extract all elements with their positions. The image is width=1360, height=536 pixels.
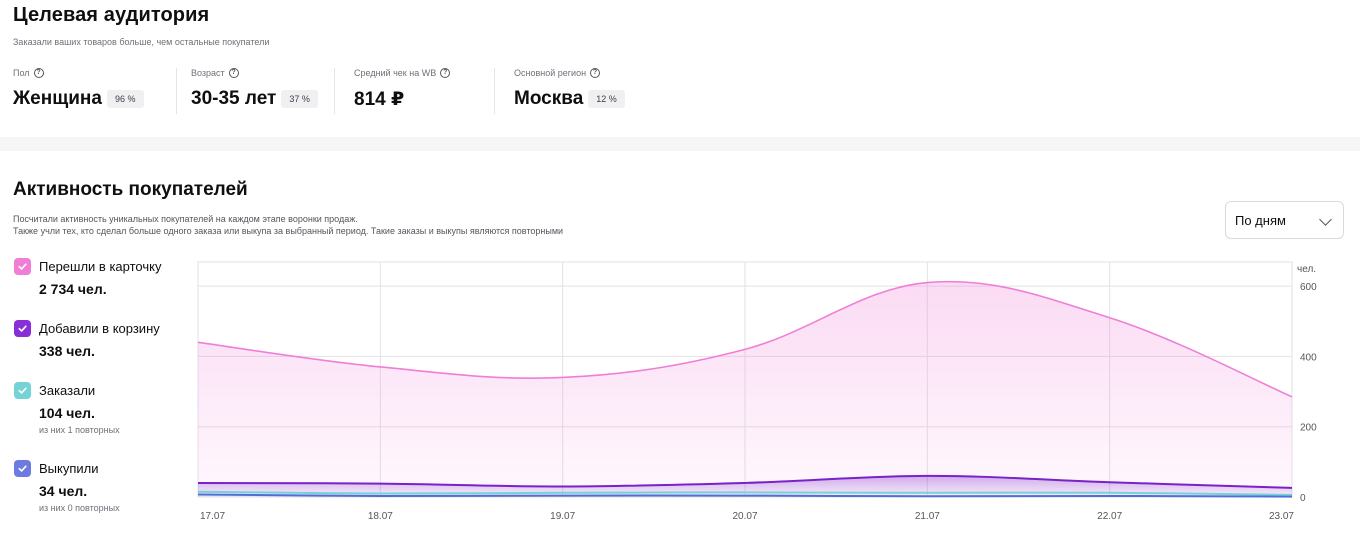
- legend-item[interactable]: Заказали 104 чел. из них 1 повторных: [14, 382, 184, 435]
- series-line: [197, 474, 1293, 489]
- help-icon[interactable]: ?: [440, 68, 451, 78]
- y-tick-label: 400: [1300, 352, 1317, 363]
- legend-value: 34 чел.: [39, 483, 88, 499]
- y-tick-label: 0: [1300, 493, 1306, 504]
- x-tick-label: 20.07: [732, 511, 757, 522]
- audience-section: Целевая аудитория Заказали ваших товаров…: [0, 0, 1360, 137]
- series-area: [198, 281, 1292, 497]
- legend-note: из них 0 повторных: [39, 503, 120, 513]
- stat-badge: 12 %: [588, 90, 625, 108]
- y-unit-label: чел.: [1297, 264, 1316, 275]
- series-line: [197, 280, 1293, 398]
- legend-value: 104 чел.: [39, 405, 95, 421]
- legend-label: Заказали: [39, 383, 96, 398]
- help-icon[interactable]: ?: [590, 68, 601, 78]
- stat-gender: Пол ? Женщина 96 %: [13, 68, 176, 114]
- series-line: [197, 493, 1293, 498]
- x-tick-label: 19.07: [550, 511, 575, 522]
- x-tick-label: 21.07: [915, 511, 940, 522]
- x-tick-label: 22.07: [1097, 511, 1122, 522]
- stat-value: Женщина: [13, 88, 102, 109]
- period-select[interactable]: По дням: [1225, 201, 1344, 239]
- stat-region: Основной регион ? Москва 12 %: [494, 68, 654, 114]
- legend-item[interactable]: Выкупили 34 чел. из них 0 повторных: [14, 460, 184, 513]
- checkbox-icon[interactable]: [14, 382, 31, 399]
- help-icon[interactable]: ?: [33, 68, 44, 78]
- stat-value: 814 ₽: [354, 89, 405, 110]
- legend-value: 338 чел.: [39, 343, 95, 359]
- checkbox-icon[interactable]: [14, 320, 31, 337]
- legend-item[interactable]: Добавили в корзину 338 чел.: [14, 320, 184, 359]
- stat-value: Москва: [514, 88, 584, 109]
- help-icon[interactable]: ?: [228, 68, 239, 78]
- legend-label: Добавили в корзину: [39, 321, 160, 336]
- section-divider: [0, 137, 1360, 151]
- legend-label: Выкупили: [39, 461, 99, 476]
- stat-badge: 96 %: [106, 90, 144, 108]
- series-line: [197, 490, 1293, 496]
- audience-subtitle: Заказали ваших товаров больше, чем остал…: [13, 37, 270, 47]
- audience-title: Целевая аудитория: [13, 4, 210, 26]
- legend-note: из них 1 повторных: [39, 425, 120, 435]
- stat-badge: 37 %: [281, 90, 318, 108]
- legend-value: 2 734 чел.: [39, 281, 107, 297]
- activity-description: Посчитали активность уникальных покупате…: [13, 213, 563, 237]
- stat-age: Возраст ? 30-35 лет 37 %: [176, 68, 334, 114]
- stat-label: Основной регион: [514, 68, 587, 78]
- checkbox-icon[interactable]: [14, 258, 31, 275]
- period-select-value: По дням: [1235, 212, 1286, 228]
- activity-desc-line: Также учли тех, кто сделал больше одного…: [13, 226, 564, 236]
- legend-label: Перешли в карточку: [39, 259, 162, 274]
- x-tick-label: 23.07: [1269, 511, 1294, 522]
- y-tick-label: 600: [1300, 282, 1317, 293]
- x-tick-label: 17.07: [200, 511, 225, 522]
- activity-chart: 0 200 400 600 чел. 17.07 18.07 19.07 20.07 21.07 2…: [197, 261, 1317, 522]
- stat-avg-check: Средний чек на WB ? 814 ₽: [334, 68, 494, 114]
- y-tick-label: 200: [1300, 423, 1317, 434]
- stat-label: Средний чек на WB: [354, 68, 437, 78]
- stat-value: 30-35 лет: [191, 88, 277, 109]
- stat-label: Возраст: [191, 68, 225, 78]
- legend-item[interactable]: Перешли в карточку 2 734 чел.: [14, 258, 184, 297]
- activity-desc-line: Посчитали активность уникальных покупате…: [13, 214, 358, 224]
- checkbox-icon[interactable]: [14, 460, 31, 477]
- chevron-down-icon: [1319, 213, 1332, 226]
- activity-title: Активность покупателей: [13, 179, 248, 200]
- x-tick-label: 18.07: [368, 511, 393, 522]
- audience-stats: Пол ? Женщина 96 % Возраст ? 30-35 лет 3…: [13, 68, 654, 114]
- stat-label: Пол: [13, 68, 30, 78]
